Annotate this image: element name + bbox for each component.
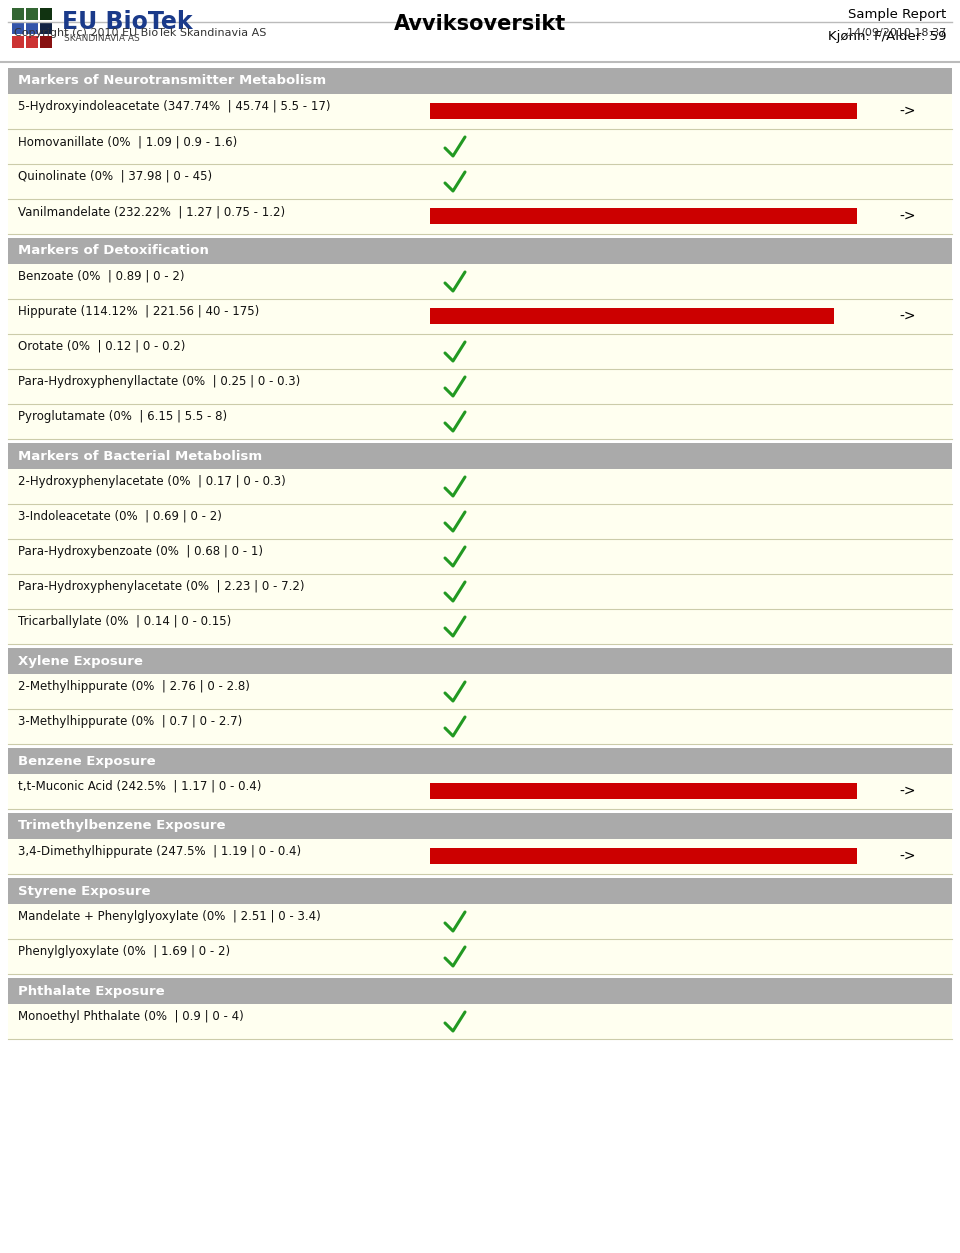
Bar xyxy=(8,444,952,469)
Bar xyxy=(8,674,952,709)
Bar xyxy=(8,68,952,94)
Text: Trimethylbenzene Exposure: Trimethylbenzene Exposure xyxy=(18,819,226,832)
Bar xyxy=(8,403,952,439)
Bar xyxy=(8,238,952,264)
Bar xyxy=(8,938,952,974)
Bar xyxy=(8,199,952,234)
Bar xyxy=(8,774,952,809)
Text: Orotate (0%  | 0.12 | 0 - 0.2): Orotate (0% | 0.12 | 0 - 0.2) xyxy=(18,340,185,353)
Text: SKANDINAVIA AS: SKANDINAVIA AS xyxy=(64,34,140,43)
Text: 2-Methylhippurate (0%  | 2.76 | 0 - 2.8): 2-Methylhippurate (0% | 2.76 | 0 - 2.8) xyxy=(18,680,250,693)
Bar xyxy=(8,469,952,504)
Text: 2-Hydroxyphenylacetate (0%  | 0.17 | 0 - 0.3): 2-Hydroxyphenylacetate (0% | 0.17 | 0 - … xyxy=(18,475,286,487)
Text: Markers of Detoxification: Markers of Detoxification xyxy=(18,244,209,258)
Bar xyxy=(12,23,24,34)
Text: Markers of Bacterial Metabolism: Markers of Bacterial Metabolism xyxy=(18,450,262,462)
Bar xyxy=(8,903,952,938)
Text: Sample Report: Sample Report xyxy=(848,8,946,21)
Bar xyxy=(8,129,952,164)
Text: Hippurate (114.12%  | 221.56 | 40 - 175): Hippurate (114.12% | 221.56 | 40 - 175) xyxy=(18,304,259,318)
Bar xyxy=(8,368,952,403)
Bar xyxy=(8,609,952,644)
Text: Homovanillate (0%  | 1.09 | 0.9 - 1.6): Homovanillate (0% | 1.09 | 0.9 - 1.6) xyxy=(18,135,237,148)
Bar xyxy=(8,648,952,674)
Bar xyxy=(8,813,952,840)
Bar xyxy=(8,335,952,368)
Bar xyxy=(26,36,38,48)
Bar xyxy=(8,979,952,1004)
Text: Quinolinate (0%  | 37.98 | 0 - 45): Quinolinate (0% | 37.98 | 0 - 45) xyxy=(18,170,212,183)
Bar xyxy=(430,208,857,224)
Bar xyxy=(8,299,952,335)
Text: Para-Hydroxyphenylacetate (0%  | 2.23 | 0 - 7.2): Para-Hydroxyphenylacetate (0% | 2.23 | 0… xyxy=(18,580,304,593)
Text: 14/09/2010 18:37: 14/09/2010 18:37 xyxy=(847,28,946,38)
Bar xyxy=(0,0,960,61)
Text: Pyroglutamate (0%  | 6.15 | 5.5 - 8): Pyroglutamate (0% | 6.15 | 5.5 - 8) xyxy=(18,410,228,424)
Text: t,t-Muconic Acid (242.5%  | 1.17 | 0 - 0.4): t,t-Muconic Acid (242.5% | 1.17 | 0 - 0.… xyxy=(18,781,261,793)
Text: ->: -> xyxy=(899,104,916,118)
Text: Para-Hydroxybenzoate (0%  | 0.68 | 0 - 1): Para-Hydroxybenzoate (0% | 0.68 | 0 - 1) xyxy=(18,545,263,558)
Text: Benzene Exposure: Benzene Exposure xyxy=(18,754,156,768)
Bar xyxy=(8,1004,952,1039)
Text: Avviksoversikt: Avviksoversikt xyxy=(394,14,566,34)
Text: Copyright (c) 2010 EU BioTek Skandinavia AS: Copyright (c) 2010 EU BioTek Skandinavia… xyxy=(14,28,266,38)
Bar xyxy=(12,8,24,20)
Text: Kjønn: F/Alder: 59: Kjønn: F/Alder: 59 xyxy=(828,30,946,43)
Text: 3-Indoleacetate (0%  | 0.69 | 0 - 2): 3-Indoleacetate (0% | 0.69 | 0 - 2) xyxy=(18,510,222,523)
Text: ->: -> xyxy=(899,850,916,863)
Bar xyxy=(8,840,952,875)
Bar xyxy=(8,539,952,574)
Bar xyxy=(12,36,24,48)
Text: Vanilmandelate (232.22%  | 1.27 | 0.75 - 1.2): Vanilmandelate (232.22% | 1.27 | 0.75 - … xyxy=(18,205,285,218)
Text: Xylene Exposure: Xylene Exposure xyxy=(18,654,143,668)
Bar xyxy=(40,8,52,20)
Text: Tricarballylate (0%  | 0.14 | 0 - 0.15): Tricarballylate (0% | 0.14 | 0 - 0.15) xyxy=(18,615,231,628)
Text: ->: -> xyxy=(899,209,916,223)
Text: Para-Hydroxyphenyllactate (0%  | 0.25 | 0 - 0.3): Para-Hydroxyphenyllactate (0% | 0.25 | 0… xyxy=(18,375,300,388)
Bar xyxy=(26,23,38,34)
Text: ->: -> xyxy=(899,309,916,323)
Bar xyxy=(8,94,952,129)
Text: Mandelate + Phenylglyoxylate (0%  | 2.51 | 0 - 3.4): Mandelate + Phenylglyoxylate (0% | 2.51 … xyxy=(18,910,321,923)
Bar xyxy=(26,8,38,20)
Text: Benzoate (0%  | 0.89 | 0 - 2): Benzoate (0% | 0.89 | 0 - 2) xyxy=(18,269,184,283)
Text: 3,4-Dimethylhippurate (247.5%  | 1.19 | 0 - 0.4): 3,4-Dimethylhippurate (247.5% | 1.19 | 0… xyxy=(18,845,301,858)
Text: Monoethyl Phthalate (0%  | 0.9 | 0 - 4): Monoethyl Phthalate (0% | 0.9 | 0 - 4) xyxy=(18,1010,244,1022)
Text: ->: -> xyxy=(899,784,916,798)
Text: Styrene Exposure: Styrene Exposure xyxy=(18,885,151,897)
Bar xyxy=(430,308,834,325)
Bar xyxy=(8,504,952,539)
Bar xyxy=(40,36,52,48)
Bar xyxy=(8,709,952,744)
Text: 5-Hydroxyindoleacetate (347.74%  | 45.74 | 5.5 - 17): 5-Hydroxyindoleacetate (347.74% | 45.74 … xyxy=(18,100,330,113)
Text: 3-Methylhippurate (0%  | 0.7 | 0 - 2.7): 3-Methylhippurate (0% | 0.7 | 0 - 2.7) xyxy=(18,715,242,728)
Bar xyxy=(8,164,952,199)
Text: Markers of Neurotransmitter Metabolism: Markers of Neurotransmitter Metabolism xyxy=(18,74,326,88)
Bar xyxy=(8,878,952,903)
Bar xyxy=(430,783,857,799)
Bar xyxy=(8,748,952,774)
Text: Phthalate Exposure: Phthalate Exposure xyxy=(18,985,164,997)
Bar xyxy=(430,103,857,119)
Text: EU BioTek: EU BioTek xyxy=(62,10,193,34)
Bar xyxy=(430,848,857,865)
Bar xyxy=(8,264,952,299)
Text: Phenylglyoxylate (0%  | 1.69 | 0 - 2): Phenylglyoxylate (0% | 1.69 | 0 - 2) xyxy=(18,945,230,959)
Bar xyxy=(8,574,952,609)
Bar xyxy=(40,23,52,34)
